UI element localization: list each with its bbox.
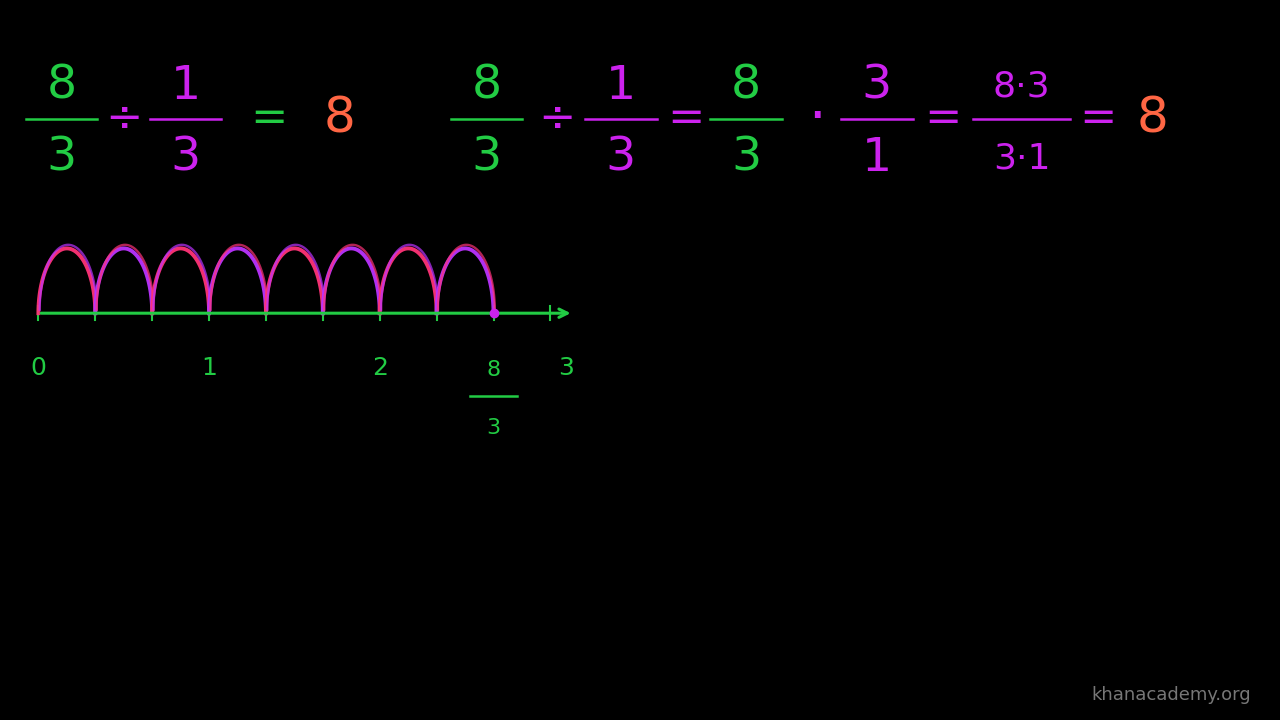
Text: 2: 2: [371, 356, 388, 380]
Text: 1: 1: [861, 136, 892, 181]
Text: 8: 8: [731, 64, 762, 109]
Text: khanacademy.org: khanacademy.org: [1091, 686, 1251, 704]
Text: =: =: [924, 97, 963, 140]
Text: 3: 3: [170, 136, 201, 181]
Text: 0: 0: [31, 356, 46, 380]
Text: 3: 3: [558, 356, 573, 380]
Text: =: =: [250, 97, 288, 140]
Text: 8: 8: [1137, 95, 1167, 143]
Text: 3: 3: [486, 418, 500, 438]
Text: 1: 1: [170, 64, 201, 109]
Text: 8: 8: [471, 64, 502, 109]
Text: ·: ·: [808, 92, 826, 145]
Text: 3·1: 3·1: [993, 141, 1050, 176]
Text: 8·3: 8·3: [992, 69, 1051, 104]
Text: =: =: [1079, 97, 1117, 140]
Text: ÷: ÷: [538, 97, 576, 140]
Text: 3: 3: [861, 64, 892, 109]
Text: 8: 8: [324, 95, 355, 143]
Text: 1: 1: [605, 64, 636, 109]
Text: 3: 3: [731, 136, 762, 181]
Text: 3: 3: [46, 136, 77, 181]
Text: 8: 8: [46, 64, 77, 109]
Text: 8: 8: [486, 360, 500, 380]
Text: ÷: ÷: [105, 97, 143, 140]
Text: 1: 1: [201, 356, 218, 380]
Text: 3: 3: [471, 136, 502, 181]
Text: =: =: [667, 97, 705, 140]
Text: 3: 3: [605, 136, 636, 181]
